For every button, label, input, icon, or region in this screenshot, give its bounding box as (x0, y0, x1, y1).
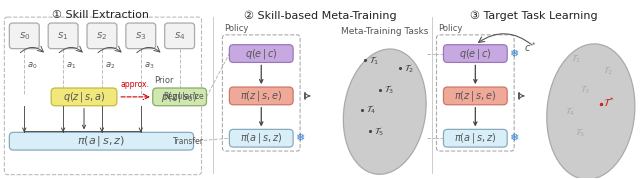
Text: $q(e\,|\,c)$: $q(e\,|\,c)$ (459, 47, 492, 61)
Text: $\mathcal{T}^*$: $\mathcal{T}^*$ (603, 95, 615, 109)
Text: $\mathcal{T}_1$: $\mathcal{T}_1$ (369, 54, 379, 67)
Text: ❅: ❅ (295, 133, 305, 143)
Text: Policy: Policy (438, 24, 463, 33)
Text: $\mathcal{T}_5$: $\mathcal{T}_5$ (374, 125, 384, 138)
Text: ③ Target Task Learning: ③ Target Task Learning (470, 10, 598, 21)
Text: $a_3$: $a_3$ (143, 61, 154, 71)
Text: Transfer: Transfer (173, 137, 204, 146)
Text: $\mathcal{T}_3$: $\mathcal{T}_3$ (384, 84, 394, 96)
FancyBboxPatch shape (229, 87, 293, 105)
Text: $c^*$: $c^*$ (524, 40, 536, 54)
Text: $s_4$: $s_4$ (174, 30, 186, 42)
Text: $q(e\,|\,c)$: $q(e\,|\,c)$ (245, 47, 278, 61)
Text: ❅: ❅ (509, 133, 518, 143)
FancyBboxPatch shape (126, 23, 156, 49)
Text: ② Skill-based Meta-Training: ② Skill-based Meta-Training (244, 10, 396, 21)
Text: $\mathcal{T}_4$: $\mathcal{T}_4$ (565, 105, 575, 118)
FancyBboxPatch shape (444, 45, 507, 62)
FancyBboxPatch shape (87, 23, 117, 49)
FancyBboxPatch shape (153, 88, 207, 106)
Text: Prior: Prior (154, 76, 173, 85)
Text: $\mathcal{T}_2$: $\mathcal{T}_2$ (603, 64, 613, 77)
FancyBboxPatch shape (444, 87, 507, 105)
Text: ① Skill Extraction: ① Skill Extraction (52, 10, 150, 20)
Text: $s_2$: $s_2$ (97, 30, 108, 42)
Text: $\mathcal{T}_1$: $\mathcal{T}_1$ (571, 52, 581, 65)
FancyBboxPatch shape (229, 45, 293, 62)
Ellipse shape (343, 49, 426, 174)
FancyBboxPatch shape (164, 23, 195, 49)
Text: $a_0$: $a_0$ (27, 61, 38, 71)
Text: $\mathcal{T}_5$: $\mathcal{T}_5$ (575, 126, 585, 139)
Text: approx.: approx. (120, 80, 149, 89)
FancyBboxPatch shape (444, 129, 507, 147)
Text: Meta-Training Tasks: Meta-Training Tasks (341, 27, 428, 36)
Text: $\pi(z\,|\,s,e)$: $\pi(z\,|\,s,e)$ (240, 89, 282, 103)
Text: $\mathcal{T}_4$: $\mathcal{T}_4$ (366, 103, 376, 116)
Text: $\pi(a\,|\,s,z)$: $\pi(a\,|\,s,z)$ (240, 131, 282, 145)
Text: Policy: Policy (225, 24, 249, 33)
Text: $a_2$: $a_2$ (105, 61, 115, 71)
FancyBboxPatch shape (229, 129, 293, 147)
Ellipse shape (547, 44, 635, 179)
Text: $p(z\,|\,s_0)$: $p(z\,|\,s_0)$ (161, 90, 198, 104)
Text: $q(z\,|\,s,a)$: $q(z\,|\,s,a)$ (63, 90, 106, 104)
FancyBboxPatch shape (48, 23, 78, 49)
FancyBboxPatch shape (10, 23, 39, 49)
FancyBboxPatch shape (10, 132, 193, 150)
Text: Regularize: Regularize (163, 92, 204, 101)
Text: $\mathcal{T}_3$: $\mathcal{T}_3$ (580, 84, 590, 96)
Text: $a_1$: $a_1$ (66, 61, 76, 71)
Text: $\mathcal{T}_2$: $\mathcal{T}_2$ (404, 62, 413, 75)
Text: $s_1$: $s_1$ (58, 30, 69, 42)
Text: $\pi(a\,|\,s,z)$: $\pi(a\,|\,s,z)$ (77, 134, 125, 148)
FancyBboxPatch shape (51, 88, 117, 106)
Text: $s_0$: $s_0$ (19, 30, 30, 42)
Text: $s_3$: $s_3$ (135, 30, 147, 42)
Text: ❅: ❅ (509, 49, 518, 59)
Text: $\pi(z\,|\,s,e)$: $\pi(z\,|\,s,e)$ (454, 89, 497, 103)
Text: $\pi(a\,|\,s,z)$: $\pi(a\,|\,s,z)$ (454, 131, 497, 145)
